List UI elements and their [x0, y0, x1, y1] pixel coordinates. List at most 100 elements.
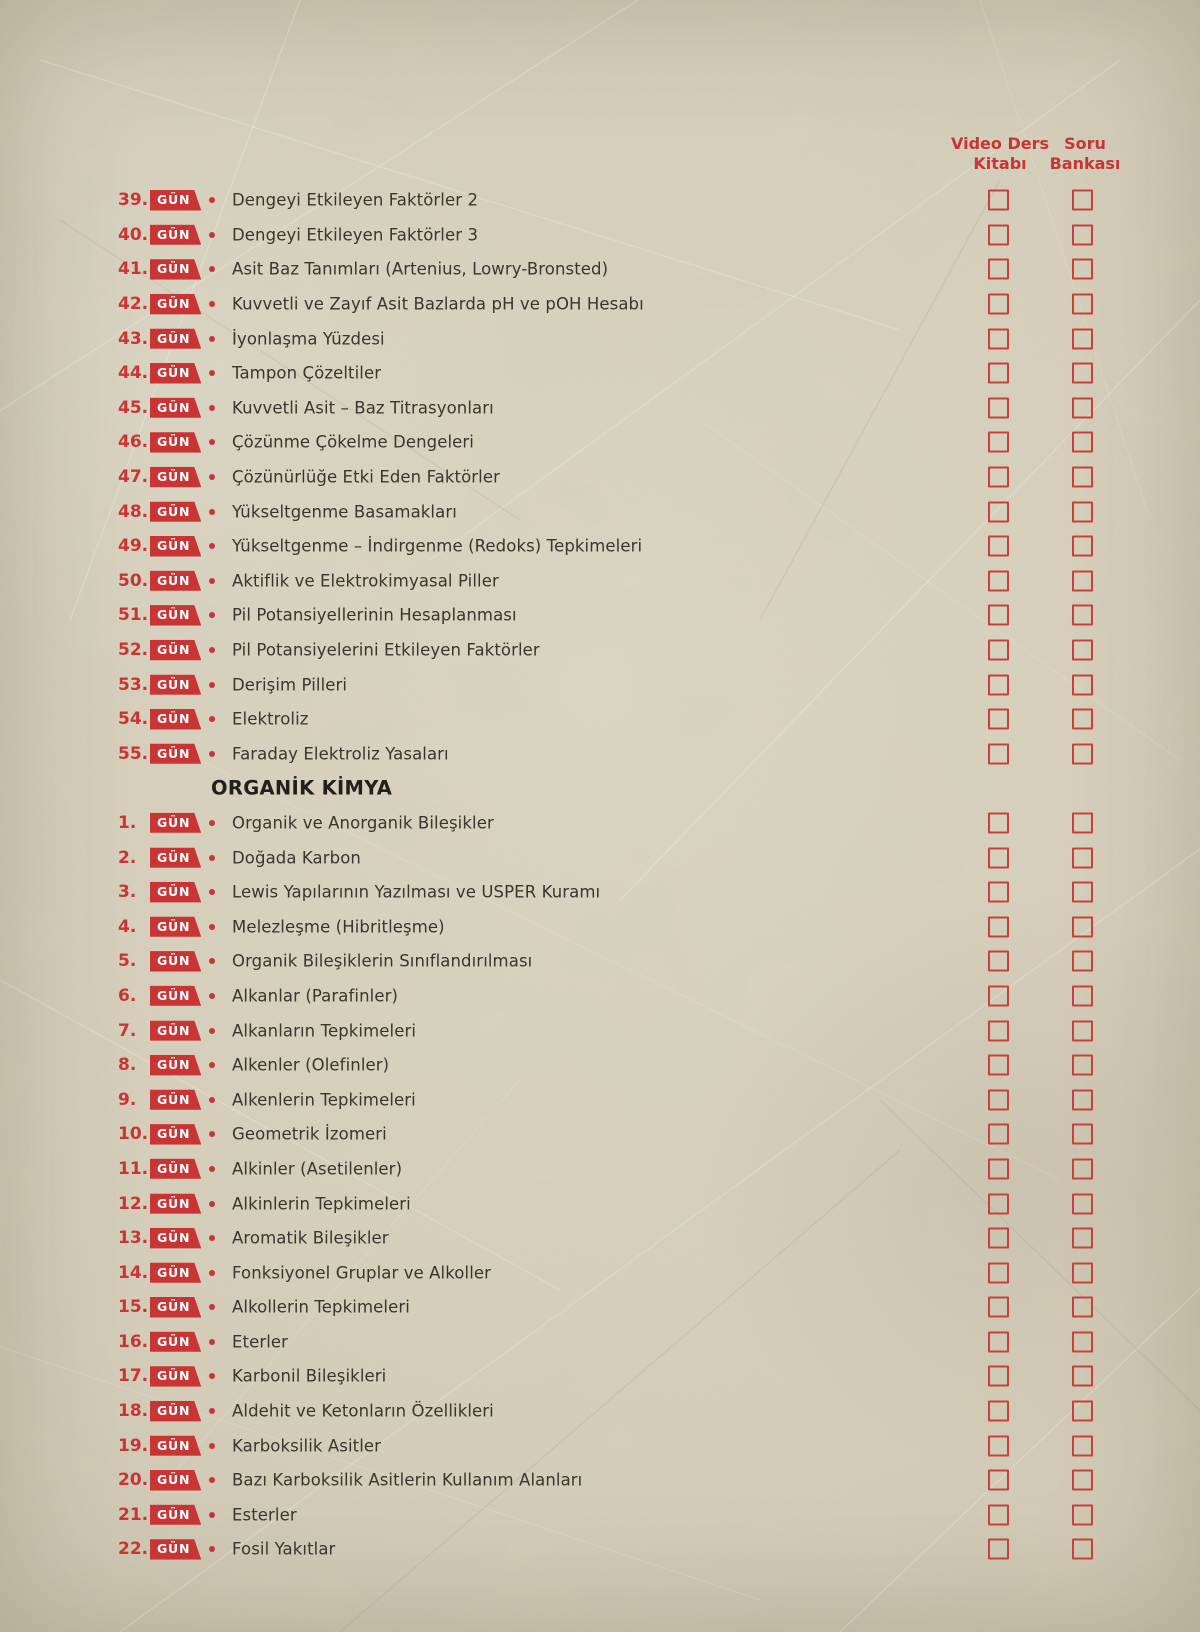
video-ders-kitabi-checkbox[interactable]: [988, 397, 1009, 419]
schedule-row: 1. GÜN Organik ve Anorganik Bileşikler: [0, 806, 1200, 841]
soru-bankasi-checkbox[interactable]: [1072, 881, 1093, 903]
soru-bankasi-checkbox[interactable]: [1072, 1400, 1093, 1422]
soru-bankasi-checkbox[interactable]: [1072, 639, 1093, 661]
day-number: 39.: [118, 190, 149, 211]
video-ders-kitabi-checkbox[interactable]: [988, 1193, 1009, 1215]
video-ders-kitabi-checkbox[interactable]: [988, 224, 1009, 246]
day-number: 54.: [118, 709, 149, 730]
video-ders-kitabi-checkbox[interactable]: [988, 1331, 1009, 1353]
video-ders-kitabi-checkbox[interactable]: [988, 674, 1009, 696]
soru-bankasi-checkbox[interactable]: [1072, 1296, 1093, 1318]
video-ders-kitabi-checkbox[interactable]: [988, 535, 1009, 557]
video-ders-kitabi-checkbox[interactable]: [988, 847, 1009, 869]
soru-bankasi-checkbox[interactable]: [1072, 1365, 1093, 1387]
bullet-icon: [209, 1338, 215, 1345]
topic-label: Aromatik Bileşikler: [232, 1228, 389, 1248]
soru-bankasi-checkbox[interactable]: [1072, 743, 1093, 765]
video-ders-kitabi-checkbox[interactable]: [988, 604, 1009, 626]
video-ders-kitabi-checkbox[interactable]: [988, 812, 1009, 834]
soru-bankasi-checkbox[interactable]: [1072, 604, 1093, 626]
video-ders-kitabi-checkbox[interactable]: [988, 1296, 1009, 1318]
video-ders-kitabi-checkbox[interactable]: [988, 570, 1009, 592]
soru-bankasi-checkbox[interactable]: [1072, 466, 1093, 488]
soru-bankasi-checkbox[interactable]: [1072, 224, 1093, 246]
soru-bankasi-checkbox[interactable]: [1072, 916, 1093, 938]
soru-bankasi-checkbox[interactable]: [1072, 535, 1093, 557]
soru-bankasi-checkbox[interactable]: [1072, 1262, 1093, 1284]
video-ders-kitabi-checkbox[interactable]: [988, 1123, 1009, 1145]
video-ders-kitabi-checkbox[interactable]: [988, 1365, 1009, 1387]
gun-badge: GÜN: [150, 882, 201, 903]
soru-bankasi-checkbox[interactable]: [1072, 1158, 1093, 1180]
video-ders-kitabi-checkbox[interactable]: [988, 258, 1009, 280]
soru-bankasi-checkbox[interactable]: [1072, 1020, 1093, 1042]
video-ders-kitabi-checkbox[interactable]: [988, 743, 1009, 765]
soru-bankasi-checkbox[interactable]: [1072, 1054, 1093, 1076]
schedule-row: 17. GÜN Karbonil Bileşikleri: [0, 1359, 1200, 1394]
video-ders-kitabi-checkbox[interactable]: [988, 1227, 1009, 1249]
topic-label: Aktiflik ve Elektrokimyasal Piller: [232, 571, 499, 591]
video-ders-kitabi-checkbox[interactable]: [988, 1020, 1009, 1042]
day-number: 50.: [118, 570, 149, 591]
soru-bankasi-checkbox[interactable]: [1072, 258, 1093, 280]
soru-bankasi-checkbox[interactable]: [1072, 674, 1093, 696]
schedule-list: 39. GÜN Dengeyi Etkileyen Faktörler 2 40…: [0, 183, 1200, 1567]
soru-bankasi-checkbox[interactable]: [1072, 501, 1093, 523]
video-ders-kitabi-checkbox[interactable]: [988, 916, 1009, 938]
video-ders-kitabi-checkbox[interactable]: [988, 293, 1009, 315]
soru-bankasi-checkbox[interactable]: [1072, 362, 1093, 384]
video-ders-kitabi-checkbox[interactable]: [988, 1054, 1009, 1076]
soru-bankasi-checkbox[interactable]: [1072, 950, 1093, 972]
soru-bankasi-checkbox[interactable]: [1072, 1538, 1093, 1560]
video-ders-kitabi-checkbox[interactable]: [988, 639, 1009, 661]
video-ders-kitabi-checkbox[interactable]: [988, 431, 1009, 453]
video-ders-kitabi-checkbox[interactable]: [988, 1089, 1009, 1111]
video-ders-kitabi-checkbox[interactable]: [988, 881, 1009, 903]
video-ders-kitabi-checkbox[interactable]: [988, 1504, 1009, 1526]
video-ders-kitabi-checkbox[interactable]: [988, 1435, 1009, 1457]
video-ders-kitabi-checkbox[interactable]: [988, 501, 1009, 523]
video-ders-kitabi-checkbox[interactable]: [988, 189, 1009, 211]
soru-bankasi-checkbox[interactable]: [1072, 812, 1093, 834]
soru-bankasi-checkbox[interactable]: [1072, 1331, 1093, 1353]
soru-bankasi-checkbox[interactable]: [1072, 397, 1093, 419]
soru-bankasi-checkbox[interactable]: [1072, 708, 1093, 730]
soru-bankasi-checkbox[interactable]: [1072, 1227, 1093, 1249]
soru-bankasi-checkbox[interactable]: [1072, 189, 1093, 211]
soru-bankasi-checkbox[interactable]: [1072, 985, 1093, 1007]
video-ders-kitabi-checkbox[interactable]: [988, 708, 1009, 730]
soru-bankasi-checkbox[interactable]: [1072, 1193, 1093, 1215]
topic-label: Dengeyi Etkileyen Faktörler 2: [232, 190, 479, 210]
video-ders-kitabi-checkbox[interactable]: [988, 1469, 1009, 1491]
soru-bankasi-checkbox[interactable]: [1072, 1123, 1093, 1145]
bullet-icon: [209, 266, 215, 273]
video-ders-kitabi-checkbox[interactable]: [988, 466, 1009, 488]
video-ders-kitabi-checkbox[interactable]: [988, 1158, 1009, 1180]
soru-bankasi-checkbox[interactable]: [1072, 328, 1093, 350]
video-ders-kitabi-checkbox[interactable]: [988, 328, 1009, 350]
video-ders-kitabi-checkbox[interactable]: [988, 1400, 1009, 1422]
video-ders-kitabi-checkbox[interactable]: [988, 362, 1009, 384]
gun-badge: GÜN: [150, 951, 201, 972]
soru-bankasi-checkbox[interactable]: [1072, 570, 1093, 592]
gun-badge: GÜN: [150, 744, 201, 765]
soru-bankasi-checkbox[interactable]: [1072, 1089, 1093, 1111]
topic-label: Fosil Yakıtlar: [232, 1539, 336, 1559]
soru-bankasi-checkbox[interactable]: [1072, 1435, 1093, 1457]
video-ders-kitabi-checkbox[interactable]: [988, 1538, 1009, 1560]
video-ders-kitabi-checkbox[interactable]: [988, 950, 1009, 972]
topic-label: Karboksilik Asitler: [232, 1436, 382, 1456]
gun-badge: GÜN: [150, 501, 201, 522]
day-number: 6.: [118, 985, 137, 1006]
topic-label: Kuvvetli ve Zayıf Asit Bazlarda pH ve pO…: [232, 294, 644, 314]
soru-bankasi-checkbox[interactable]: [1072, 293, 1093, 315]
soru-bankasi-checkbox[interactable]: [1072, 1469, 1093, 1491]
day-number: 20.: [118, 1470, 149, 1491]
video-ders-kitabi-checkbox[interactable]: [988, 985, 1009, 1007]
topic-label: Elektroliz: [232, 709, 309, 729]
soru-bankasi-checkbox[interactable]: [1072, 847, 1093, 869]
soru-bankasi-checkbox[interactable]: [1072, 431, 1093, 453]
day-number: 8.: [118, 1055, 137, 1076]
soru-bankasi-checkbox[interactable]: [1072, 1504, 1093, 1526]
video-ders-kitabi-checkbox[interactable]: [988, 1262, 1009, 1284]
